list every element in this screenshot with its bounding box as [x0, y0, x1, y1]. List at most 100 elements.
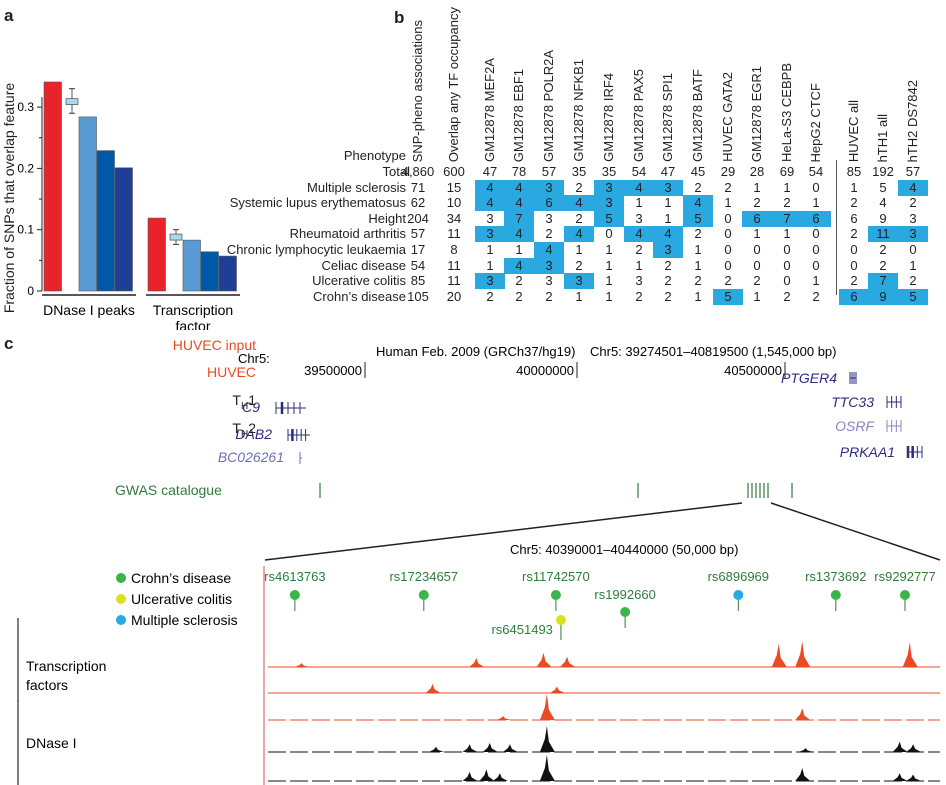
table-cell: 1 — [724, 195, 732, 211]
table-cell: 0 — [724, 242, 732, 257]
table-cell: 6 — [850, 210, 858, 226]
total-value: 35 — [601, 164, 617, 179]
table-cell: 1 — [664, 195, 672, 211]
table-cell: 0 — [783, 273, 791, 289]
table-cell: 0 — [812, 242, 820, 257]
signal-peak — [902, 642, 918, 667]
table-cell: 0 — [753, 242, 761, 257]
table-cell: 3 — [653, 179, 683, 196]
table-cell: 5 — [594, 210, 624, 227]
table-cell: 5 — [879, 179, 887, 195]
table-cell: 0 — [812, 179, 820, 195]
signal-peak — [294, 663, 310, 667]
signal-peak — [892, 741, 908, 752]
panel-c-label: c — [4, 334, 14, 353]
signal-peak — [771, 643, 787, 667]
table-cell: 20 — [446, 288, 462, 304]
snp-marker — [900, 590, 910, 600]
table-cell: 1 — [909, 257, 917, 273]
table-cell: 2 — [724, 273, 732, 289]
bar — [96, 150, 115, 292]
y-axis-label: Fraction of SNPs that overlap feature — [1, 83, 17, 314]
table-cell: 2 — [909, 273, 917, 289]
table-cell: 2 — [753, 273, 761, 289]
total-value: 85 — [846, 164, 862, 179]
group-label: factor — [175, 318, 210, 330]
table-cell: 2 — [545, 226, 553, 242]
suffix: 2 — [248, 420, 256, 436]
table-cell: 3 — [594, 179, 624, 196]
snp-label: rs9292777 — [874, 569, 935, 584]
column-header: HUVEC all — [846, 99, 861, 162]
total-value: 600 — [443, 164, 465, 179]
column-header: hTH1 all — [875, 113, 890, 162]
column-header: hTH2 DS7842 — [905, 79, 920, 162]
table-cell: 1 — [812, 195, 820, 211]
table-cell: 17 — [410, 242, 426, 257]
signal-peak — [560, 656, 576, 667]
table-cell: 1 — [753, 179, 761, 195]
signal-peak — [539, 726, 555, 752]
box-median — [169, 233, 183, 241]
legend-label: Ulcerative colitis — [131, 591, 232, 607]
table-cell: 1 — [783, 226, 791, 242]
track-label: TH2 — [232, 420, 256, 440]
table-cell: 0 — [753, 257, 761, 273]
table-cell: 11 — [447, 273, 461, 289]
table-cell: 54 — [410, 257, 426, 273]
table-cell: 2 — [783, 195, 791, 211]
row-header: Phenotype — [343, 148, 406, 163]
table-cell: 2 — [575, 210, 583, 226]
bar — [147, 217, 166, 292]
column-header: GM12878 EGR1 — [749, 65, 764, 162]
table-cell: 34 — [446, 210, 462, 226]
signal-peak — [795, 708, 811, 720]
table-divider — [836, 160, 837, 295]
table-cell: 0 — [909, 242, 917, 257]
track-label: HUVEC input — [173, 340, 256, 353]
table-cell: 7 — [504, 210, 534, 227]
gwas-catalogue-label: GWAS catalogue — [115, 482, 222, 498]
table-cell: 0 — [850, 257, 858, 273]
phenotype-label: Multiple sclerosis — [307, 179, 406, 195]
signal-peak — [492, 773, 508, 781]
total-value: 35 — [571, 164, 587, 179]
table-cell: 1 — [694, 257, 702, 273]
zoom-line-right — [770, 502, 941, 561]
snp-label: rs11742570 — [522, 569, 590, 584]
legend-dot — [116, 594, 126, 604]
signal-peak — [462, 771, 478, 781]
table-cell: 9 — [868, 288, 898, 305]
table-cell: 7 — [772, 210, 802, 227]
snp-marker — [550, 590, 561, 600]
table-cell: 2 — [694, 179, 702, 195]
table-cell: 0 — [812, 226, 820, 242]
snp-label: rs6896969 — [708, 569, 769, 584]
table-cell: 1 — [664, 210, 672, 226]
table-cell: 2 — [850, 273, 858, 289]
table-cell: 1 — [605, 273, 613, 289]
table-cell: 11 — [868, 226, 898, 243]
table-cell: 1 — [605, 288, 613, 304]
table-cell: 4 — [475, 195, 505, 212]
coordinate-tick-label: 39500000 — [304, 363, 362, 378]
signal-peak — [479, 769, 495, 781]
gene-label: TTC33 — [831, 394, 874, 410]
table-cell: 1 — [575, 242, 583, 257]
snp-label: rs4613763 — [264, 569, 325, 584]
phenotype-label: Rheumatoid arthritis — [289, 226, 406, 242]
table-cell: 57 — [410, 226, 426, 242]
table-cell: 1 — [515, 242, 523, 257]
assembly-label: Human Feb. 2009 (GRCh37/hg19) — [376, 344, 575, 359]
table-cell: 2 — [694, 273, 702, 289]
table-cell: 0 — [783, 257, 791, 273]
snp-label: rs6451493 — [491, 622, 552, 637]
table-cell: 2 — [850, 226, 858, 242]
signal-peak — [462, 744, 478, 752]
track-label: TH1 — [232, 392, 256, 412]
group-label: Transcription — [153, 302, 233, 318]
signal-peak — [539, 694, 555, 720]
column-header: GM12878 BATF — [690, 69, 705, 162]
table-cell: 1 — [486, 242, 494, 257]
table-cell: 8 — [450, 242, 458, 257]
